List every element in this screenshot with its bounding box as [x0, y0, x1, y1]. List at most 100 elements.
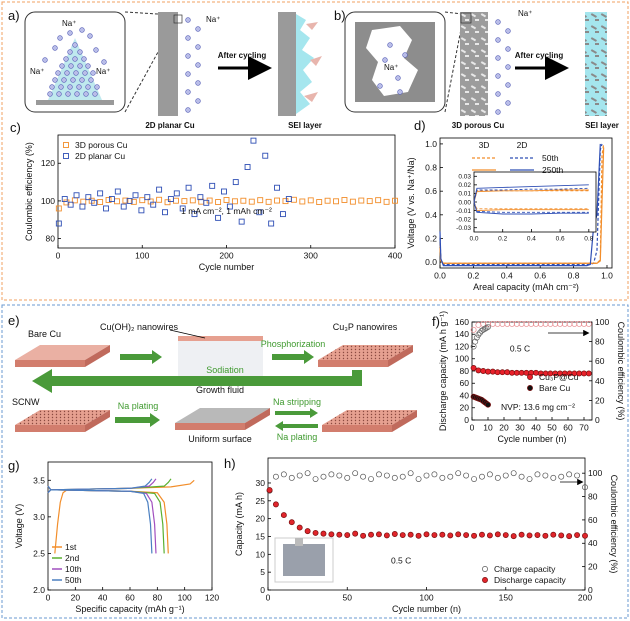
schematic-e-part [318, 345, 413, 367]
schematic-e-part [32, 369, 362, 393]
legend-label: 3D porous Cu [75, 140, 128, 150]
legend-label: 10th [65, 564, 82, 574]
schematic-a-part [310, 56, 322, 66]
ion-dot [59, 63, 65, 69]
data-point [162, 209, 168, 216]
data-point [366, 198, 373, 205]
data-point [209, 182, 216, 189]
y-axis-label: Discharge capacity (mA h g⁻¹) [438, 311, 448, 431]
schematic-e-part [115, 413, 160, 427]
data-point [557, 321, 563, 327]
ion-dot [94, 84, 100, 90]
ion-dot [47, 91, 53, 97]
ion-dot [61, 77, 67, 83]
data-point [265, 198, 272, 205]
y-axis-label: Voltage (V) [14, 504, 24, 549]
data-point [423, 531, 430, 538]
data-point [226, 203, 233, 210]
ion-dot [67, 30, 73, 36]
y-tick-label: 0.01 [458, 191, 471, 198]
x-tick-label: 60 [125, 593, 135, 603]
ion-dot [397, 89, 403, 95]
y-tick-label: 0.4 [425, 210, 437, 220]
data-point [272, 473, 279, 480]
data-point [526, 532, 533, 539]
data-point [581, 370, 587, 377]
step-label: Phosphorization [261, 339, 326, 349]
ion-dot [72, 42, 78, 48]
step-label: After cycling [515, 51, 564, 60]
data-point [164, 199, 171, 206]
y-tick-label: 10 [256, 549, 266, 559]
data-point [480, 326, 487, 333]
ion-dot [87, 33, 93, 39]
legend-label: 250th [542, 165, 564, 175]
x-tick-label: 100 [419, 593, 433, 603]
data-point [181, 198, 188, 205]
data-point [513, 369, 520, 376]
panel-label: b) [334, 8, 346, 23]
y2-tick-label: 20 [595, 395, 605, 405]
ion-dot [42, 57, 48, 63]
data-point [288, 474, 295, 481]
data-point [475, 367, 482, 374]
y2-tick-label: 0 [595, 415, 600, 425]
x-tick-label: 0.2 [467, 271, 479, 281]
x-tick-label: 20 [499, 423, 509, 433]
y-tick-label: 60 [460, 378, 470, 388]
y-tick-label: 100 [455, 354, 469, 364]
data-point [542, 321, 549, 327]
data-point [139, 197, 146, 204]
ion-dot [52, 45, 58, 51]
data-point [312, 529, 319, 536]
data-point [250, 137, 257, 144]
schematic-b: b) Na⁺ Na⁺ After cycling 3D porous Cu SE… [334, 8, 619, 130]
data-point [473, 334, 480, 341]
panel-label: f) [432, 314, 440, 329]
data-point [489, 368, 496, 375]
data-point [499, 369, 506, 376]
data-point [581, 321, 587, 327]
ion-dot [395, 75, 401, 81]
data-point [383, 532, 390, 539]
data-point [328, 471, 335, 478]
data-point [510, 470, 517, 477]
legend-label: 2nd [65, 553, 79, 563]
decoration [274, 329, 590, 583]
data-point [431, 471, 438, 478]
ion-dot [65, 91, 71, 97]
ion-dot [505, 100, 511, 106]
y2-tick-label: 100 [595, 317, 609, 327]
data-point [391, 474, 398, 481]
data-point [73, 192, 80, 199]
schematic-a-part [278, 12, 296, 116]
data-point [376, 471, 382, 478]
x-tick-label: 20 [71, 593, 81, 603]
ion-dot [402, 52, 408, 58]
data-point [550, 531, 557, 538]
data-point [316, 199, 323, 205]
data-point [307, 197, 314, 204]
data-point [509, 321, 515, 327]
data-point [108, 196, 115, 202]
data-point [518, 369, 525, 376]
ion-dot [505, 64, 511, 70]
schematic-b-part [460, 12, 488, 116]
data-point [156, 196, 163, 203]
ion-dot [82, 70, 88, 76]
data-point [537, 321, 544, 327]
ion-dot [195, 62, 201, 68]
data-point [585, 321, 592, 327]
ion-dot [56, 91, 62, 97]
data-point [439, 474, 446, 481]
schematic-a-part [306, 22, 318, 30]
data-point [483, 324, 490, 331]
data-line [473, 201, 589, 210]
data-line [473, 201, 589, 215]
ion-dot [81, 56, 87, 62]
schematic-e-part [178, 341, 263, 381]
data-point [223, 197, 230, 203]
data-point [509, 369, 515, 376]
y-tick-label: 0.6 [425, 186, 437, 196]
